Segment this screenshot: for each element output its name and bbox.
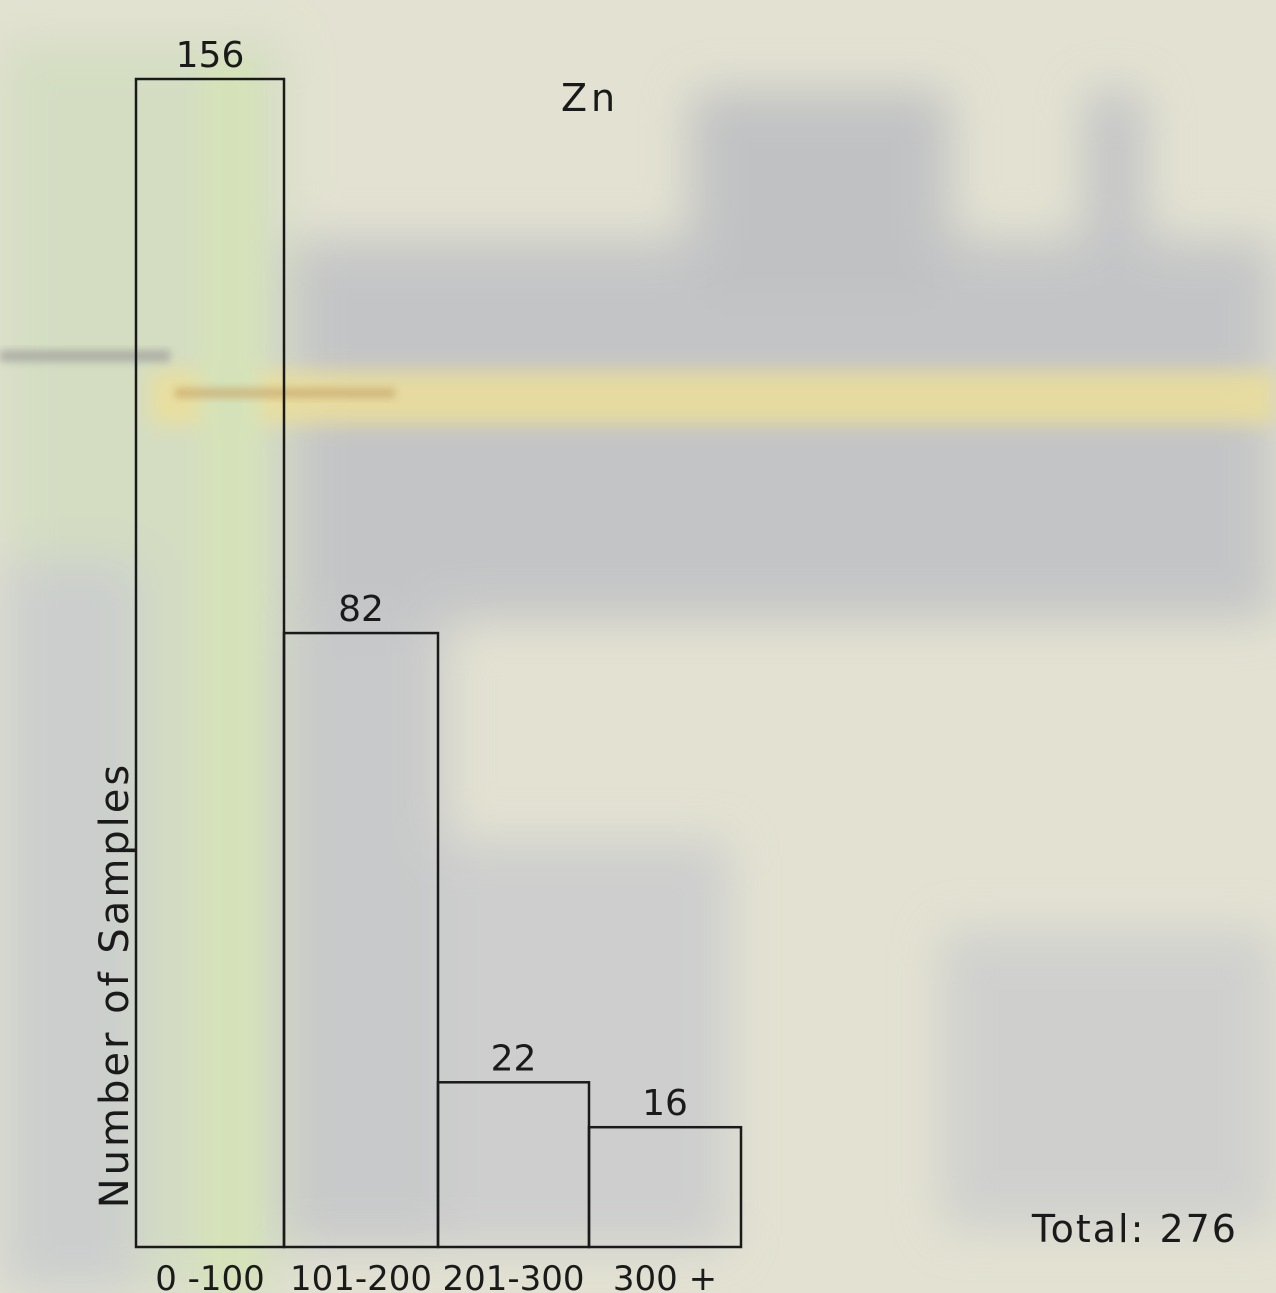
x-tick-label-1: 101-200 xyxy=(290,1259,432,1293)
data-label-1: 82 xyxy=(338,589,384,630)
x-tick-label-group: 0 -100 101-200 201-300 300 + xyxy=(155,1259,717,1293)
bar-group xyxy=(134,77,743,1249)
data-label-3: 16 xyxy=(642,1083,688,1124)
y-axis-label: Number of Samples xyxy=(92,762,138,1209)
bar-2 xyxy=(436,1081,591,1249)
x-tick-label-2: 201-300 xyxy=(442,1259,584,1293)
data-label-0: 156 xyxy=(176,35,245,76)
bar-0 xyxy=(134,77,286,1249)
total-annotation: Total: 276 xyxy=(1031,1207,1238,1251)
bar-1 xyxy=(282,631,440,1249)
data-label-2: 22 xyxy=(491,1038,537,1079)
data-label-group: 156 82 22 16 xyxy=(176,35,688,1124)
bar-3 xyxy=(587,1125,743,1249)
x-tick-label-3: 300 + xyxy=(613,1259,717,1293)
chart-title: Zn xyxy=(561,76,619,120)
x-tick-label-0: 0 -100 xyxy=(155,1259,265,1293)
